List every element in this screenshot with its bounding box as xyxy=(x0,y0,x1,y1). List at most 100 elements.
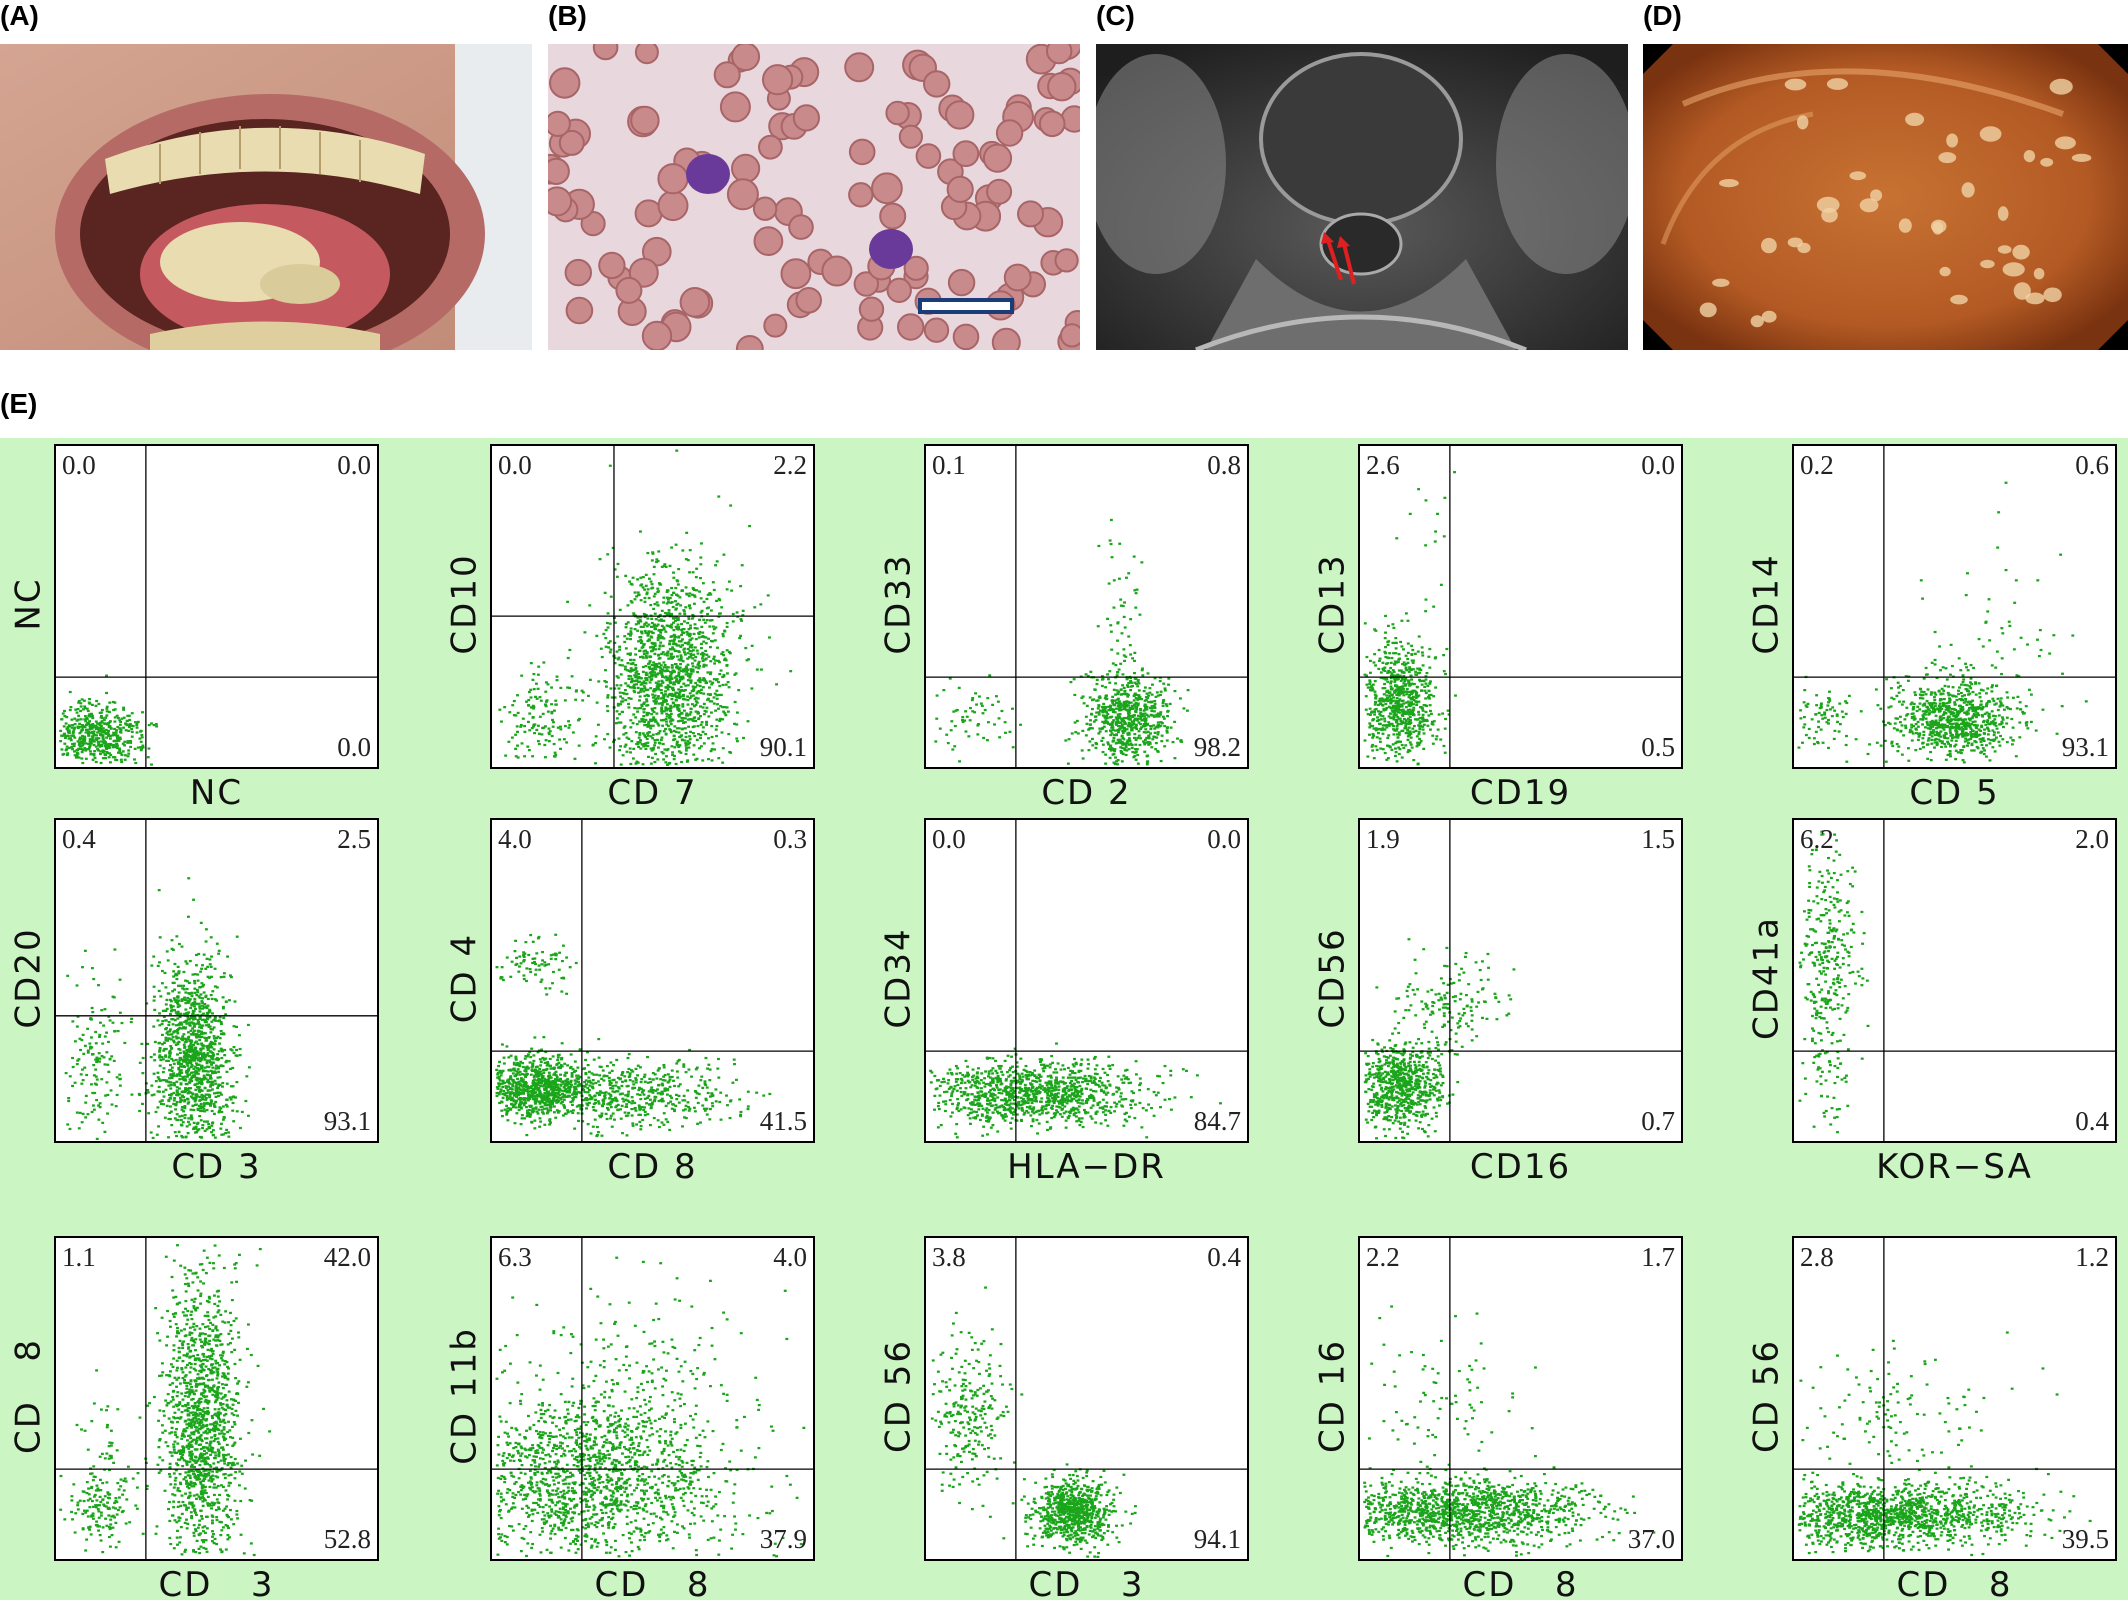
event-dot xyxy=(1998,705,2001,707)
event-dot xyxy=(1980,725,1983,727)
event-dot xyxy=(687,675,690,677)
event-dot xyxy=(1820,714,1823,716)
event-dot xyxy=(1435,735,1438,737)
event-dot xyxy=(675,763,678,765)
event-dot xyxy=(1408,671,1411,673)
event-dot xyxy=(662,626,665,628)
event-dot xyxy=(1955,716,1958,718)
event-dot xyxy=(514,714,517,716)
event-dot xyxy=(1155,726,1158,728)
event-dot xyxy=(1410,712,1413,714)
event-dot xyxy=(987,721,990,723)
event-dot xyxy=(117,717,120,719)
event-dot xyxy=(1160,721,1163,723)
event-dot xyxy=(1807,703,1810,705)
event-dot xyxy=(1890,705,1893,707)
event-dot xyxy=(663,563,666,565)
event-dot xyxy=(1373,728,1376,730)
event-dot xyxy=(659,657,662,659)
event-dot xyxy=(1146,708,1149,710)
event-dot xyxy=(184,991,187,993)
event-dot xyxy=(1122,727,1125,729)
event-dot xyxy=(1392,733,1395,735)
event-dot xyxy=(624,575,627,577)
event-dot xyxy=(542,713,545,715)
event-dot xyxy=(747,720,750,722)
event-dot xyxy=(716,703,719,705)
event-dot xyxy=(1890,687,1893,689)
event-dot xyxy=(730,589,733,591)
event-dot xyxy=(210,994,213,996)
event-dot xyxy=(1373,661,1376,663)
event-dot xyxy=(583,631,586,633)
event-dot xyxy=(1966,745,1969,747)
event-dot xyxy=(1384,632,1387,634)
event-dot xyxy=(691,662,694,664)
event-dot xyxy=(1073,678,1076,680)
event-dot xyxy=(64,735,67,737)
event-dot xyxy=(643,708,646,710)
event-dot xyxy=(699,705,702,707)
x-axis-label: CD 5 xyxy=(1792,773,2117,813)
event-dot xyxy=(1421,726,1424,728)
event-dot xyxy=(657,695,660,697)
event-dot xyxy=(634,648,637,650)
event-dot xyxy=(696,739,699,741)
event-dot xyxy=(1365,684,1368,686)
event-dot xyxy=(969,707,972,709)
event-dot xyxy=(678,744,681,746)
event-dot xyxy=(1386,697,1389,699)
event-dot xyxy=(1401,700,1404,702)
event-dot xyxy=(2026,643,2029,645)
event-dot xyxy=(1139,712,1142,714)
event-dot xyxy=(1374,697,1377,699)
event-dot xyxy=(1993,734,1996,736)
event-dot xyxy=(1409,668,1412,670)
event-dot xyxy=(1417,733,1420,735)
event-dot xyxy=(685,671,688,673)
event-dot xyxy=(1939,669,1942,671)
event-dot xyxy=(633,659,636,661)
event-dot xyxy=(1927,743,1930,745)
event-dot xyxy=(1986,702,1989,704)
event-dot xyxy=(1387,644,1390,646)
event-dot xyxy=(1122,706,1125,708)
event-dot xyxy=(95,734,98,736)
event-dot xyxy=(1977,714,1980,716)
event-dot xyxy=(1396,741,1399,743)
event-dot xyxy=(654,627,657,629)
event-dot xyxy=(1152,736,1155,738)
event-dot xyxy=(715,719,718,721)
event-dot xyxy=(558,738,561,740)
event-dot xyxy=(696,691,699,693)
event-dot xyxy=(685,558,688,560)
event-dot xyxy=(671,664,674,666)
event-dot xyxy=(2028,689,2031,691)
event-dot xyxy=(1397,737,1400,739)
event-dot xyxy=(659,730,662,732)
event-dot xyxy=(1173,757,1176,759)
event-dot xyxy=(198,1096,201,1098)
event-dot xyxy=(1983,733,1986,735)
event-dot xyxy=(703,601,706,603)
event-dot xyxy=(1373,757,1376,759)
event-dot xyxy=(1896,750,1899,752)
event-dot xyxy=(1927,739,1930,741)
event-dot xyxy=(716,698,719,700)
event-dot xyxy=(568,724,571,726)
event-dot xyxy=(664,728,667,730)
event-dot xyxy=(1012,746,1015,748)
event-dot xyxy=(1187,689,1190,691)
event-dot xyxy=(1909,729,1912,731)
event-dot xyxy=(104,753,107,755)
event-dot xyxy=(1917,726,1920,728)
event-dot xyxy=(607,626,610,628)
event-dot xyxy=(636,723,639,725)
event-dot xyxy=(1384,703,1387,705)
event-dot xyxy=(1916,706,1919,708)
event-dot xyxy=(1426,725,1429,727)
event-dot xyxy=(1097,732,1100,734)
event-dot xyxy=(1425,692,1428,694)
event-dot xyxy=(1384,615,1387,617)
event-dot xyxy=(1101,678,1104,680)
